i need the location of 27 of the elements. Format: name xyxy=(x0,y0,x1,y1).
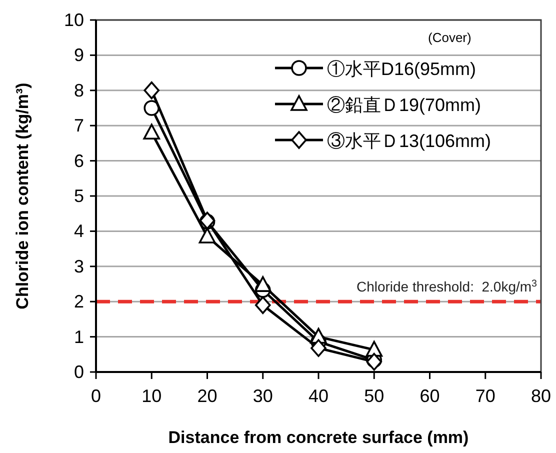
x-tick-label: 50 xyxy=(364,386,384,406)
y-axis-title: Chloride ion content (kg/m³) xyxy=(13,82,32,310)
y-tick-label: 9 xyxy=(74,45,84,66)
legend-label: ①水平D16(95mm) xyxy=(327,59,476,79)
y-tick-label: 6 xyxy=(74,150,84,171)
y-tick-label: 4 xyxy=(74,221,84,242)
y-tick-label: 10 xyxy=(64,10,84,30)
x-tick-label: 40 xyxy=(308,386,329,406)
x-tick-label: 60 xyxy=(420,386,440,406)
y-tick-label: 3 xyxy=(74,256,84,276)
legend-title: (Cover) xyxy=(428,30,472,45)
y-tick-label: 1 xyxy=(74,326,84,347)
legend-label: ③水平Ｄ13(106mm) xyxy=(327,131,492,151)
legend-label: ②鉛直Ｄ19(70mm) xyxy=(327,95,482,115)
y-tick-label: 5 xyxy=(74,186,84,206)
x-tick-label: 0 xyxy=(90,386,102,406)
x-axis-title: Distance from concrete surface (mm) xyxy=(168,428,469,447)
x-tick-label: 10 xyxy=(142,386,162,406)
ref-line-label: Chloride threshold: 2.0kg/m$^{3}$ xyxy=(356,278,538,295)
x-tick-label: 20 xyxy=(197,386,218,406)
y-tick-label: 0 xyxy=(74,362,84,382)
y-tick-label: 2 xyxy=(74,292,84,312)
x-tick-label: 80 xyxy=(530,386,552,406)
y-tick-label: 8 xyxy=(74,80,84,100)
y-tick-label: 7 xyxy=(74,116,84,136)
x-tick-label: 30 xyxy=(252,386,273,406)
x-tick-label: 70 xyxy=(475,386,496,406)
